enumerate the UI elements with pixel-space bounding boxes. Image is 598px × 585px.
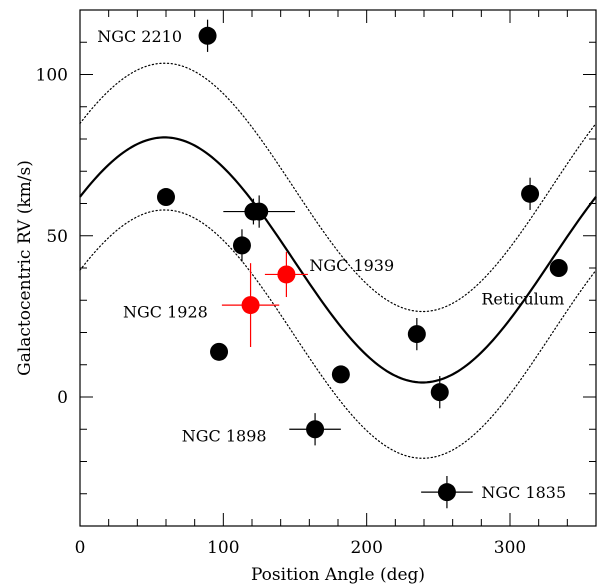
data-point (232, 236, 251, 255)
annotation-label: NGC 2210 (97, 27, 182, 46)
x-tick-label: 0 (75, 538, 86, 558)
annotations-layer: NGC 2210 NGC 1939 NGC 1928 Reticulum NGC 189… (97, 27, 566, 502)
y-tick-label: 0 (57, 388, 68, 408)
data-point (430, 383, 449, 402)
data-point (549, 259, 568, 277)
data-point (407, 325, 426, 344)
data-point (437, 483, 456, 502)
annotation-label: NGC 1928 (123, 303, 208, 322)
x-tick-label: 100 (207, 538, 239, 558)
x-axis-label: Position Angle (deg) (251, 565, 425, 585)
upper-envelope-curve (79, 62, 597, 313)
model-curve (79, 136, 597, 384)
x-tick-label: 200 (350, 538, 382, 558)
data-point (157, 188, 175, 207)
curves-layer (79, 62, 597, 459)
annotation-label: Reticulum (481, 290, 564, 309)
data-point (331, 365, 350, 384)
annotation-label: NGC 1939 (309, 256, 394, 275)
y-tick-label: 50 (46, 227, 68, 247)
points-layer (157, 19, 568, 509)
annotation-label: NGC 1898 (182, 427, 267, 446)
highlighted-data-point (241, 296, 260, 315)
data-point (521, 184, 540, 203)
data-point (250, 202, 269, 221)
x-tick-label: 300 (494, 538, 526, 558)
data-point (306, 420, 325, 439)
annotation-label: NGC 1835 (481, 483, 566, 502)
highlighted-data-point (277, 265, 296, 284)
lower-envelope-curve (79, 209, 597, 459)
y-tick-label: 100 (36, 66, 68, 86)
ticks-layer: 0 100 200 300 0 50 100 (36, 9, 597, 558)
y-axis-label: Galactocentric RV (km/s) (15, 160, 35, 376)
data-point (198, 26, 217, 45)
data-point (210, 342, 229, 361)
